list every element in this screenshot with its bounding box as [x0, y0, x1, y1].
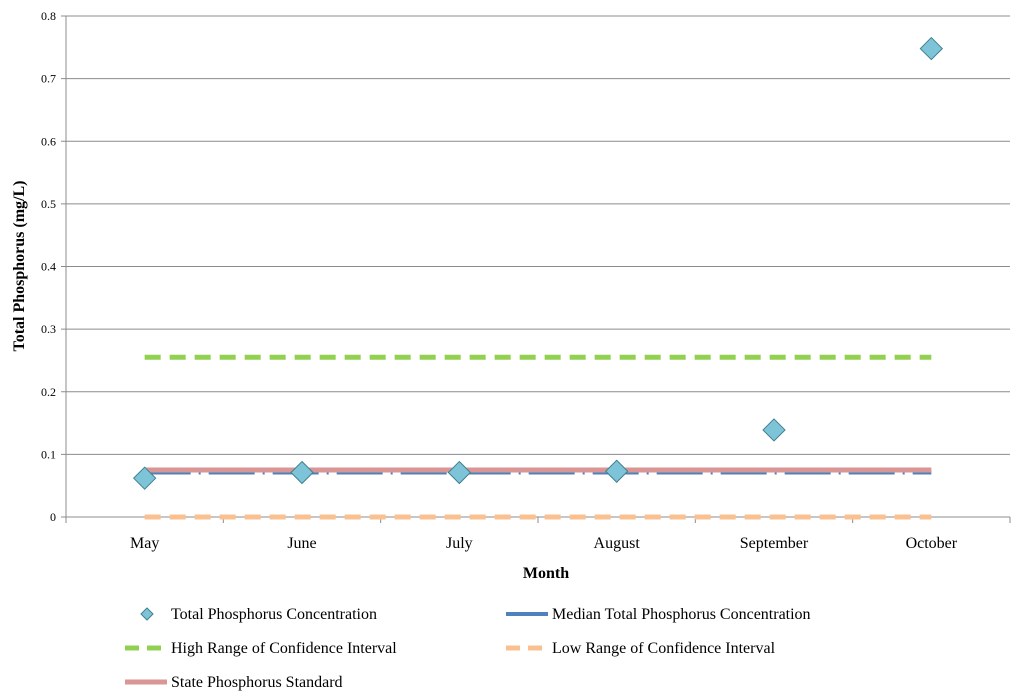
- x-tick-label-september: September: [740, 535, 809, 552]
- gridlines: [66, 15, 1010, 455]
- x-tick-label-august: August: [594, 535, 641, 552]
- y-tick-label: 0: [50, 510, 56, 524]
- legend-marker-0: [140, 607, 154, 621]
- data-point-0-3: [604, 459, 629, 483]
- y-tick-label: 0.3: [41, 322, 56, 336]
- legend: Total Phosphorus Concentration Median Tot…: [125, 606, 811, 691]
- y-tick-label: 0.5: [41, 197, 56, 211]
- data-point-0-0: [132, 466, 157, 490]
- legend-label-3: Low Range of Confidence Interval: [552, 640, 776, 657]
- x-tick-label-october: October: [906, 535, 958, 552]
- data-point-0-5: [919, 36, 944, 61]
- x-tick-label-may: May: [130, 535, 159, 552]
- legend-label-1: Median Total Phosphorus Concentration: [552, 606, 811, 623]
- data-point-0-1: [290, 460, 314, 485]
- legend-label-4: State Phosphorus Standard: [171, 674, 343, 691]
- data-point-0-4: [762, 418, 786, 442]
- y-tick-label: 0.8: [41, 9, 56, 23]
- data-point-0-2: [447, 460, 472, 485]
- y-tick-label: 0.6: [41, 134, 56, 148]
- y-tick-label: 0.2: [41, 385, 56, 399]
- x-tick-label-june: June: [287, 535, 316, 552]
- y-axis-title: Total Phosphorus (mg/L): [11, 181, 28, 352]
- y-tick-label: 0.7: [41, 72, 56, 86]
- y-tick-label: 0.4: [41, 260, 56, 274]
- legend-label-2: High Range of Confidence Interval: [171, 640, 397, 657]
- series-lines: [144, 354, 932, 520]
- x-tick-label-july: July: [446, 535, 473, 552]
- y-tick-label: 0.1: [41, 447, 56, 461]
- x-axis-title: Month: [523, 565, 569, 582]
- series-points: [132, 36, 944, 490]
- legend-label-0: Total Phosphorus Concentration: [171, 606, 377, 623]
